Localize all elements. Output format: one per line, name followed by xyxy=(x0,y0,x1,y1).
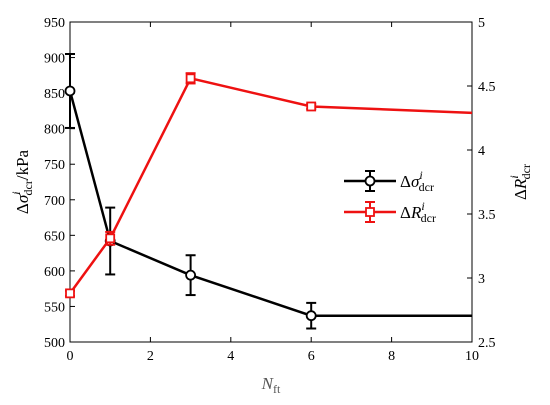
y-left-tick-label: 850 xyxy=(44,87,65,102)
x-axis-title: Nft xyxy=(261,374,281,396)
series-layer xyxy=(64,53,473,330)
plot-frame xyxy=(69,21,473,343)
y-right-tick-label: 3 xyxy=(478,272,485,287)
legend-label-black: Δσi dcr xyxy=(400,168,434,194)
y-right-tick-label: 4 xyxy=(478,144,485,159)
data-point xyxy=(185,73,196,84)
series-1 xyxy=(65,72,473,299)
x-tick-label: 2 xyxy=(147,349,154,364)
y-left-tick-label: 950 xyxy=(44,16,65,31)
data-point xyxy=(185,269,197,281)
y-left-tick-label: 700 xyxy=(44,194,65,209)
y-left-tick-label: 650 xyxy=(44,229,65,244)
legend-label-red: ΔRi dcr xyxy=(400,199,436,225)
legend-entry-black: Δσi dcr xyxy=(344,168,434,194)
x-tick-label: 4 xyxy=(227,349,234,364)
x-tick-label: 10 xyxy=(465,349,479,364)
y-axis-title-left: Δσidcr/kPa xyxy=(9,149,35,214)
data-point xyxy=(65,288,75,299)
y-axis-title-right: ΔRidcr xyxy=(507,164,533,200)
y-left-tick-label: 550 xyxy=(44,300,65,315)
series-0 xyxy=(64,53,472,330)
data-point xyxy=(305,310,317,322)
ticks: 0 2 4 6 8 10 500 550 600 650 700 750 800 850 900 950 2.5… xyxy=(44,16,496,364)
x-tick-label: 8 xyxy=(388,349,395,364)
legend-entry-red: ΔRi dcr xyxy=(344,199,436,225)
y-right-tick-label: 3.5 xyxy=(478,208,496,223)
y-left-tick-label: 600 xyxy=(44,265,65,280)
legend: Δσi dcr ΔRi dcr xyxy=(344,168,436,225)
data-point xyxy=(64,85,76,97)
y-right-tick-label: 4.5 xyxy=(478,80,496,95)
x-tick-label: 6 xyxy=(308,349,315,364)
x-tick-label: 0 xyxy=(67,349,74,364)
y-left-tick-label: 900 xyxy=(44,52,65,67)
y-right-tick-label: 2.5 xyxy=(478,336,496,351)
y-left-tick-label: 500 xyxy=(44,336,65,351)
data-point xyxy=(105,233,116,244)
data-point xyxy=(306,101,317,112)
y-left-tick-label: 750 xyxy=(44,158,65,173)
y-left-tick-label: 800 xyxy=(44,123,65,138)
y-right-tick-label: 5 xyxy=(478,16,485,31)
